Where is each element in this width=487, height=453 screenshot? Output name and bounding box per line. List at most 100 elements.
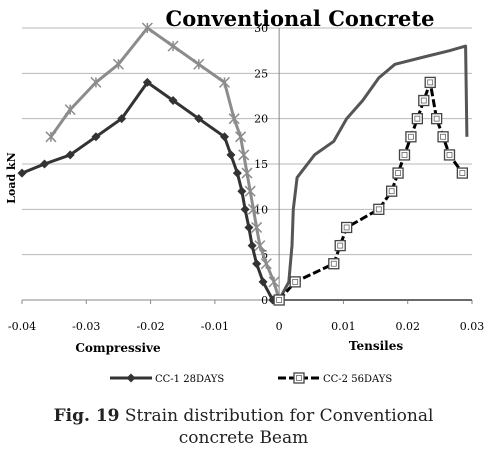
data-point-inner [408, 133, 414, 140]
data-point [273, 294, 285, 306]
data-point [268, 276, 280, 288]
data-point-inner [427, 79, 434, 86]
data-point [193, 58, 205, 70]
data-point [328, 258, 340, 270]
data-point [289, 276, 301, 288]
data-point [117, 114, 127, 124]
data-point [167, 40, 179, 52]
data-point [141, 22, 153, 34]
data-point [90, 76, 102, 88]
data-point [411, 113, 424, 125]
data-point-inner [388, 188, 395, 195]
y-axis-label: Load kN [5, 152, 18, 203]
data-point [241, 167, 253, 179]
data-point [252, 259, 262, 269]
data-point [430, 113, 443, 125]
legend-item-cc2: CC-2 56DAYS [278, 372, 392, 385]
data-point [112, 58, 124, 70]
series-1 [273, 76, 469, 306]
data-point-inner [337, 242, 344, 249]
data-point [194, 114, 204, 124]
x-tick-label: -0.02 [136, 320, 164, 333]
data-point [235, 131, 247, 143]
gridlines [22, 27, 472, 256]
data-point [64, 104, 76, 116]
data-point [260, 258, 272, 270]
data-point-inner [296, 375, 302, 381]
x-tick-label: 0 [276, 320, 283, 333]
y-tick-label: 10 [254, 203, 268, 216]
data-point-inner [375, 206, 382, 213]
x-tick-label: 0.01 [331, 320, 356, 333]
x-axis-label-tensiles: Tensiles [349, 339, 403, 353]
data-point [418, 94, 430, 107]
data-point-inner [440, 133, 446, 140]
legend: CC-1 28DAYS CC-2 56DAYS [110, 372, 392, 385]
series-0 [17, 77, 284, 305]
x-tick-label: -0.01 [201, 320, 229, 333]
y-tick-label: 15 [254, 158, 268, 171]
legend-label: CC-2 56DAYS [323, 374, 392, 385]
x-tick-labels: -0.04 -0.03 -0.02 -0.01 0 0.01 0.02 0.03 [8, 320, 484, 333]
legend-item-cc1: CC-1 28DAYS [110, 373, 224, 385]
data-point [293, 372, 305, 384]
data-point-inner [330, 260, 337, 267]
data-point [240, 204, 250, 214]
data-point [398, 149, 411, 161]
data-point-inner [401, 152, 408, 158]
data-point-inner [459, 170, 466, 176]
data-point [385, 185, 398, 197]
data-point [17, 168, 27, 178]
caption-lead: Fig. 19 [53, 406, 120, 426]
data-point-inner [414, 115, 421, 122]
data-point [424, 76, 436, 89]
series-group [17, 22, 472, 306]
data-point [126, 373, 136, 383]
data-point [247, 241, 257, 251]
data-point [237, 186, 247, 196]
data-point [91, 132, 101, 142]
data-point [443, 149, 456, 161]
caption-line2: concrete Beam [178, 428, 309, 448]
data-point [254, 240, 266, 252]
y-tick-label: 25 [254, 67, 268, 80]
data-point [340, 221, 353, 234]
legend-label: CC-1 28DAYS [155, 374, 224, 385]
x-axis-label-compressive: Compressive [75, 341, 161, 355]
data-point [40, 159, 49, 169]
data-point-inner [276, 297, 283, 303]
x-tick-label: 0.02 [395, 320, 420, 333]
data-point [220, 132, 229, 142]
data-point-inner [343, 224, 350, 231]
data-point [238, 149, 250, 161]
data-point [142, 77, 152, 87]
series-3 [277, 44, 469, 301]
data-point [456, 167, 469, 179]
data-point [247, 203, 259, 215]
data-point [232, 168, 242, 178]
data-point [334, 239, 346, 252]
x-tick-label: -0.03 [72, 320, 100, 333]
data-point-inner [446, 152, 453, 158]
chart-title: Conventional Concrete [166, 6, 435, 31]
caption-line1: Strain distribution for Conventional [119, 406, 434, 426]
data-point [251, 221, 263, 233]
y-tick-label: 0 [261, 294, 268, 307]
data-point-inner [292, 278, 299, 285]
y-tick-label: 20 [254, 113, 268, 126]
data-point [373, 203, 385, 215]
data-point-inner [433, 115, 440, 122]
data-point [168, 96, 178, 106]
x-tick-label: 0.03 [460, 320, 485, 333]
y-tick-label: 30 [254, 22, 268, 35]
data-point [437, 131, 449, 143]
data-point-inner [395, 170, 401, 176]
data-point [45, 131, 57, 143]
series-line [277, 44, 469, 301]
data-point [226, 150, 236, 160]
data-point-inner [420, 97, 427, 104]
data-point [244, 222, 254, 232]
figure-caption: Fig. 19 Strain distribution for Conventi… [0, 405, 487, 449]
x-tick-label: -0.04 [8, 320, 36, 333]
